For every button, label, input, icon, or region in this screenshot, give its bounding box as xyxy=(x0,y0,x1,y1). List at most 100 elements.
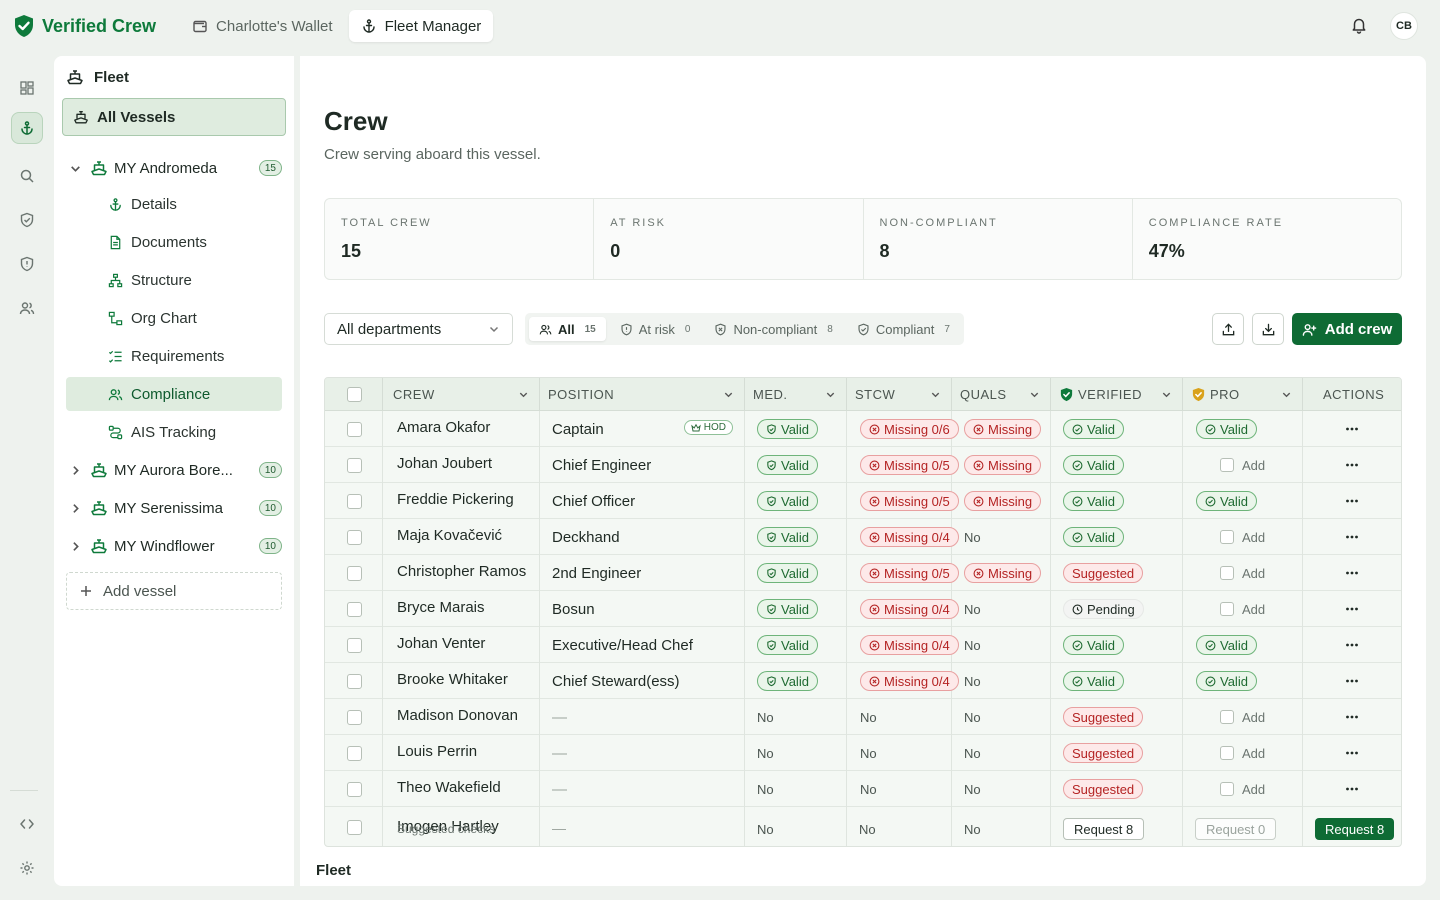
pro-add-checkbox[interactable]: Add xyxy=(1220,602,1265,617)
row-actions-button[interactable] xyxy=(1339,491,1365,511)
pro-valid-badge[interactable]: Valid xyxy=(1196,671,1257,691)
row-checkbox[interactable] xyxy=(347,566,362,581)
verified-valid-badge[interactable]: Valid xyxy=(1063,419,1124,439)
table-row[interactable]: Amara Okafor Captain HOD Valid Missing 0/6 Mi… xyxy=(325,411,1401,447)
column-header-position[interactable]: POSITION xyxy=(540,378,745,411)
rail-fleet[interactable] xyxy=(11,112,43,144)
tab-charlottes-wallet[interactable]: Charlotte's Wallet xyxy=(180,10,345,42)
table-row[interactable]: Johan Joubert Chief Engineer Valid Missing … xyxy=(325,447,1401,483)
table-row[interactable]: Theo Wakefield — No No No Suggested Add xyxy=(325,771,1401,807)
crew-name[interactable]: Christopher Ramos xyxy=(397,563,527,580)
medical-valid-badge[interactable]: Valid xyxy=(757,599,818,619)
pro-valid-badge[interactable]: Valid xyxy=(1196,635,1257,655)
pro-add-checkbox[interactable]: Add xyxy=(1220,710,1265,725)
verified-pending-badge[interactable]: Pending xyxy=(1063,599,1144,619)
table-row[interactable]: Christopher Ramos 2nd Engineer Valid Missin… xyxy=(325,555,1401,591)
sidebar-item-structure[interactable]: Structure xyxy=(66,263,282,297)
sidebar-item-documents[interactable]: Documents xyxy=(66,225,282,259)
sidebar-item-requirements[interactable]: Requirements xyxy=(66,339,282,373)
filter-tab-compliant[interactable]: Compliant 7 xyxy=(847,317,960,341)
pro-valid-badge[interactable]: Valid xyxy=(1196,419,1257,439)
table-row[interactable]: Johan Venter Executive/Head Chef Valid Miss… xyxy=(325,627,1401,663)
sidebar-item-ais-tracking[interactable]: AIS Tracking xyxy=(66,415,282,449)
medical-valid-badge[interactable]: Valid xyxy=(757,419,818,439)
pro-add-checkbox[interactable]: Add xyxy=(1220,530,1265,545)
row-checkbox[interactable] xyxy=(347,820,362,835)
quals-missing-badge[interactable]: Missing xyxy=(964,419,1042,439)
stcw-missing-badge[interactable]: Missing 0/5 xyxy=(860,563,959,583)
stcw-missing-badge[interactable]: Missing 0/4 xyxy=(860,527,959,547)
column-header-medical[interactable]: MED. xyxy=(745,378,847,411)
medical-valid-badge[interactable]: Valid xyxy=(757,563,818,583)
row-checkbox[interactable] xyxy=(347,458,362,473)
stcw-missing-badge[interactable]: Missing 0/4 xyxy=(860,599,959,619)
medical-valid-badge[interactable]: Valid xyxy=(757,527,818,547)
sidebar-item-compliance[interactable]: Compliance xyxy=(66,377,282,411)
chevron-right-icon[interactable] xyxy=(66,499,84,517)
rail-security[interactable] xyxy=(11,248,43,280)
row-checkbox[interactable] xyxy=(347,530,362,545)
row-actions-button[interactable] xyxy=(1339,743,1365,763)
pro-add-checkbox[interactable]: Add xyxy=(1220,746,1265,761)
row-checkbox[interactable] xyxy=(347,422,362,437)
crew-name[interactable]: Johan Joubert xyxy=(397,455,493,472)
stcw-missing-badge[interactable]: Missing 0/5 xyxy=(860,491,959,511)
request-pro-button[interactable]: Request 0 xyxy=(1195,818,1277,840)
table-row[interactable]: Maja Kovačević Deckhand Valid Missing 0/4 No… xyxy=(325,519,1401,555)
rail-search[interactable] xyxy=(11,160,43,192)
vessel-my-aurora-borealis[interactable]: MY Aurora Bore... 10 xyxy=(66,455,282,485)
row-actions-button[interactable] xyxy=(1339,707,1365,727)
table-row[interactable] xyxy=(325,792,1401,810)
rail-settings[interactable] xyxy=(11,852,43,884)
row-checkbox[interactable] xyxy=(347,674,362,689)
column-header-pro[interactable]: PRO xyxy=(1183,378,1303,411)
all-vessels-item[interactable]: All Vessels xyxy=(62,98,286,136)
select-all-checkbox[interactable] xyxy=(347,387,362,402)
stcw-missing-badge[interactable]: Missing 0/6 xyxy=(860,419,959,439)
chevron-right-icon[interactable] xyxy=(66,537,84,555)
crew-name[interactable]: Johan Venter xyxy=(397,635,486,652)
table-row[interactable]: Madison Donovan — No No No Suggested Add xyxy=(325,699,1401,735)
column-header-crew[interactable]: CREW xyxy=(383,378,540,411)
filter-tab-at-risk[interactable]: At risk 0 xyxy=(610,317,701,341)
vessel-my-serenissima[interactable]: MY Serenissima 10 xyxy=(66,493,282,523)
filter-tab-all[interactable]: All 15 xyxy=(529,317,606,341)
add-crew-button[interactable]: Add crew xyxy=(1292,313,1402,345)
column-header-quals[interactable]: QUALS xyxy=(952,378,1051,411)
rail-dashboard[interactable] xyxy=(11,72,43,104)
verified-valid-badge[interactable]: Valid xyxy=(1063,527,1124,547)
medical-valid-badge[interactable]: Valid xyxy=(757,671,818,691)
table-row[interactable]: Freddie Pickering Chief Officer Valid Missi… xyxy=(325,483,1401,519)
chevron-right-icon[interactable] xyxy=(66,461,84,479)
crew-name[interactable]: Brooke Whitaker xyxy=(397,671,508,688)
quals-missing-badge[interactable]: Missing xyxy=(964,491,1042,511)
row-actions-button[interactable] xyxy=(1339,563,1365,583)
rail-developer[interactable] xyxy=(11,808,43,840)
crew-name[interactable]: Amara Okafor xyxy=(397,419,491,436)
stcw-missing-badge[interactable]: Missing 0/5 xyxy=(860,455,959,475)
avatar[interactable]: CB xyxy=(1390,12,1418,40)
pro-add-checkbox[interactable]: Add xyxy=(1220,566,1265,581)
pro-add-checkbox[interactable]: Add xyxy=(1220,782,1265,797)
row-actions-button[interactable] xyxy=(1339,599,1365,619)
crew-name[interactable]: Theo Wakefield xyxy=(397,779,501,796)
row-actions-button[interactable] xyxy=(1339,779,1365,799)
row-checkbox[interactable] xyxy=(347,746,362,761)
request-verified-button[interactable]: Request 8 xyxy=(1063,818,1145,840)
stcw-missing-badge[interactable]: Missing 0/4 xyxy=(860,671,959,691)
verified-valid-badge[interactable]: Valid xyxy=(1063,455,1124,475)
medical-valid-badge[interactable]: Valid xyxy=(757,491,818,511)
filter-tab-non-compliant[interactable]: Non-compliant 8 xyxy=(704,317,842,341)
verified-suggested-badge[interactable]: Suggested xyxy=(1063,779,1144,799)
row-checkbox[interactable] xyxy=(347,638,362,653)
row-checkbox[interactable] xyxy=(347,494,362,509)
row-actions-button[interactable] xyxy=(1339,527,1365,547)
download-button[interactable] xyxy=(1252,313,1284,345)
add-vessel-button[interactable]: Add vessel xyxy=(66,572,282,610)
verified-suggested-badge[interactable]: Suggested xyxy=(1063,707,1144,727)
pro-add-checkbox[interactable]: Add xyxy=(1220,458,1265,473)
department-select[interactable]: All departments xyxy=(324,313,513,345)
crew-name[interactable]: Bryce Marais xyxy=(397,599,485,616)
sidebar-item-org-chart[interactable]: Org Chart xyxy=(66,301,282,335)
vessel-my-andromeda[interactable]: MY Andromeda 15 xyxy=(66,153,282,183)
